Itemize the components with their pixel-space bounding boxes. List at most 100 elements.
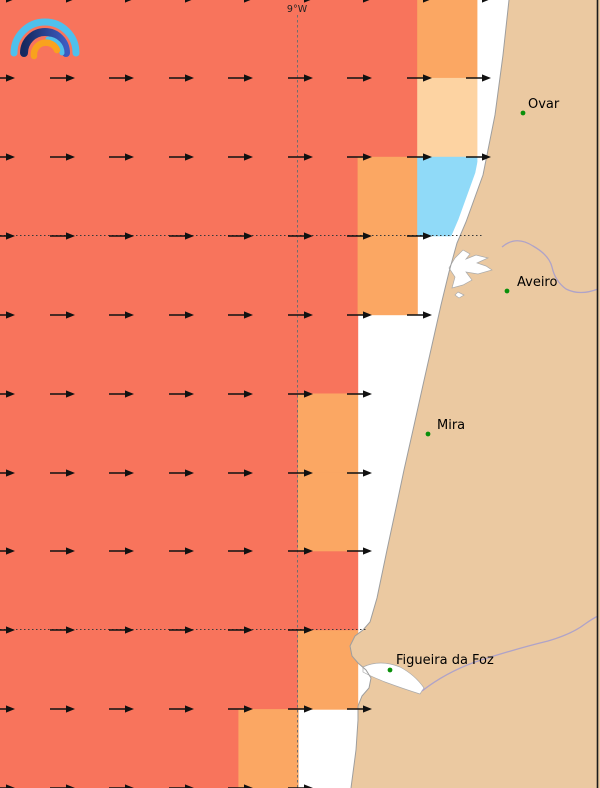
ocean-cell-coral bbox=[59, 472, 120, 552]
ocean-cell-coral bbox=[0, 630, 61, 710]
ocean-cell-coral bbox=[59, 314, 120, 395]
wind-arrow-east bbox=[109, 74, 134, 82]
wind-arrow-east bbox=[228, 311, 253, 319]
wind-arrow-east bbox=[0, 74, 15, 82]
wind-arrow-east bbox=[423, 0, 430, 3]
ocean-cell-coral bbox=[178, 235, 239, 316]
ocean-cell-coral bbox=[119, 630, 180, 710]
ocean-cell-orange bbox=[298, 472, 359, 552]
ocean-cell-coral bbox=[59, 0, 120, 79]
wind-arrow-east bbox=[109, 311, 134, 319]
wind-arrow-east bbox=[347, 390, 372, 398]
logo-inner-blue-arc bbox=[45, 36, 65, 56]
ocean-cell-coral bbox=[238, 314, 299, 395]
wind-arrow-east bbox=[228, 74, 253, 82]
wind-arrow-east bbox=[169, 705, 194, 713]
wind-arrow-east bbox=[0, 390, 15, 398]
city-marker-dot[interactable] bbox=[425, 431, 431, 437]
wind-arrow-east bbox=[169, 153, 194, 161]
wind-arrow-east bbox=[109, 153, 134, 161]
aveiro-lagoon bbox=[448, 249, 493, 289]
ocean-cell-coral bbox=[357, 77, 418, 158]
wind-arrow-east bbox=[66, 0, 73, 3]
ocean-cell-coral bbox=[238, 472, 299, 552]
ocean-cell-coral bbox=[119, 709, 180, 788]
wind-arrow-east bbox=[407, 232, 432, 240]
ocean-cell-coral bbox=[178, 630, 239, 710]
wind-arrow-east bbox=[109, 390, 134, 398]
wind-arrow-east bbox=[169, 232, 194, 240]
ocean-cell-coral bbox=[178, 156, 239, 237]
app-logo bbox=[10, 18, 80, 60]
ocean-cell-coral bbox=[298, 551, 359, 631]
wind-arrow-east bbox=[288, 784, 313, 788]
ocean-cell-coral bbox=[298, 314, 359, 395]
ocean-cell-coral bbox=[178, 0, 239, 79]
wind-arrow-east bbox=[109, 784, 134, 788]
ocean-cell-coral bbox=[59, 709, 120, 788]
wind-arrow-east bbox=[304, 0, 311, 3]
wind-arrow-east bbox=[169, 626, 194, 634]
land-area bbox=[350, 0, 600, 788]
city-marker-dot[interactable] bbox=[520, 110, 526, 116]
ocean-cell-coral bbox=[357, 0, 418, 79]
wind-arrow-east bbox=[185, 0, 192, 3]
city-markers: Ovar Aveiro Mira Figueira da Foz bbox=[387, 97, 560, 673]
wind-arrow-east bbox=[228, 153, 253, 161]
wind-arrow-east bbox=[6, 0, 13, 3]
ocean-cell-coral bbox=[0, 393, 61, 473]
city-marker-dot[interactable] bbox=[504, 288, 510, 294]
ocean-cell-coral bbox=[119, 314, 180, 395]
wind-arrow-east bbox=[50, 74, 75, 82]
ocean-cell-peach bbox=[417, 77, 478, 158]
ocean-cell-coral bbox=[238, 235, 299, 316]
logo-orange-arc bbox=[30, 39, 61, 60]
ocean-cell-orange bbox=[298, 630, 359, 710]
wind-arrow-east bbox=[50, 232, 75, 240]
mondego-estuary bbox=[362, 662, 425, 695]
city-label: Ovar bbox=[528, 97, 560, 112]
ocean-cell-coral bbox=[238, 393, 299, 473]
ocean-cell-coral bbox=[59, 630, 120, 710]
meridian-label: 9°W bbox=[287, 4, 308, 15]
wind-arrow-east bbox=[0, 626, 15, 634]
ocean-cell-coral bbox=[0, 472, 61, 552]
wind-arrow-east bbox=[228, 626, 253, 634]
wind-arrow-east bbox=[228, 469, 253, 477]
wind-arrow-east bbox=[228, 390, 253, 398]
wind-arrow-east bbox=[288, 705, 313, 713]
wind-arrow-east bbox=[347, 153, 372, 161]
wind-arrow-east bbox=[288, 311, 313, 319]
wind-arrow-east bbox=[407, 153, 432, 161]
wind-arrow-east bbox=[125, 0, 132, 3]
ocean-cell-coral bbox=[178, 77, 239, 158]
ocean-cell-coral bbox=[119, 235, 180, 316]
wind-arrow-east bbox=[288, 74, 313, 82]
ocean-cell-coral bbox=[119, 0, 180, 79]
wind-arrow-east bbox=[288, 469, 313, 477]
ocean-cell-coral bbox=[298, 0, 359, 79]
ocean-cell-orange bbox=[357, 156, 418, 237]
ocean-cell-coral bbox=[298, 77, 359, 158]
ocean-cell-coral bbox=[119, 393, 180, 473]
wind-arrow-east bbox=[50, 469, 75, 477]
wind-arrows bbox=[0, 0, 491, 788]
ocean-cell-coral bbox=[238, 0, 299, 79]
wind-arrow-east bbox=[228, 547, 253, 555]
wind-arrow-east bbox=[347, 74, 372, 82]
wind-arrow-east bbox=[288, 390, 313, 398]
logo-outer-arc bbox=[10, 18, 80, 57]
ocean-cell-coral bbox=[59, 77, 120, 158]
ocean-cell-coral bbox=[119, 551, 180, 631]
ocean-cell-coral bbox=[238, 630, 299, 710]
city-label: Figueira da Foz bbox=[396, 653, 494, 668]
ocean-cell-coral bbox=[0, 709, 61, 788]
wind-arrow-east bbox=[288, 153, 313, 161]
ocean-cell-coral bbox=[178, 314, 239, 395]
ocean-cell-coral bbox=[238, 551, 299, 631]
city-marker-dot[interactable] bbox=[387, 667, 393, 673]
wind-arrow-east bbox=[0, 784, 15, 788]
ocean-cell-coral bbox=[59, 393, 120, 473]
